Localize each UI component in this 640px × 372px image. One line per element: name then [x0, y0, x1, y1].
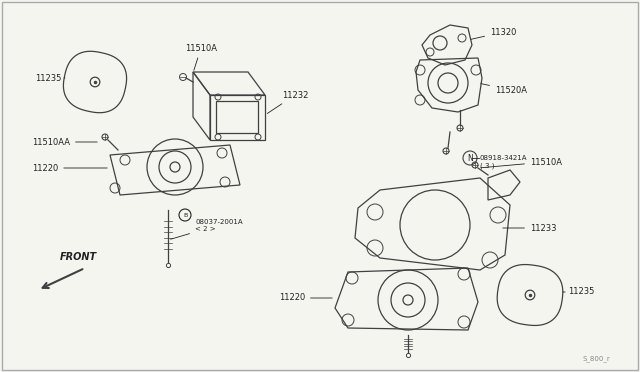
Text: 11235: 11235: [563, 288, 595, 296]
Text: 11235: 11235: [35, 74, 65, 83]
Text: ( 3 ): ( 3 ): [480, 163, 495, 169]
Text: 11520A: 11520A: [481, 84, 527, 94]
Text: 11510AA: 11510AA: [32, 138, 97, 147]
Text: 08037-2001A
< 2 >: 08037-2001A < 2 >: [171, 218, 243, 239]
Text: 11220: 11220: [279, 294, 332, 302]
Text: 11232: 11232: [268, 90, 308, 113]
Text: B: B: [183, 212, 187, 218]
Text: 11220: 11220: [32, 164, 108, 173]
Text: 11233: 11233: [503, 224, 557, 232]
Text: N: N: [467, 154, 473, 163]
Text: 11320: 11320: [470, 28, 516, 39]
Text: 11510A: 11510A: [185, 44, 217, 70]
Text: 08918-3421A: 08918-3421A: [480, 155, 527, 161]
Text: 11510A: 11510A: [481, 157, 562, 168]
Text: S_800_r: S_800_r: [582, 355, 610, 362]
Text: FRONT: FRONT: [60, 252, 97, 262]
